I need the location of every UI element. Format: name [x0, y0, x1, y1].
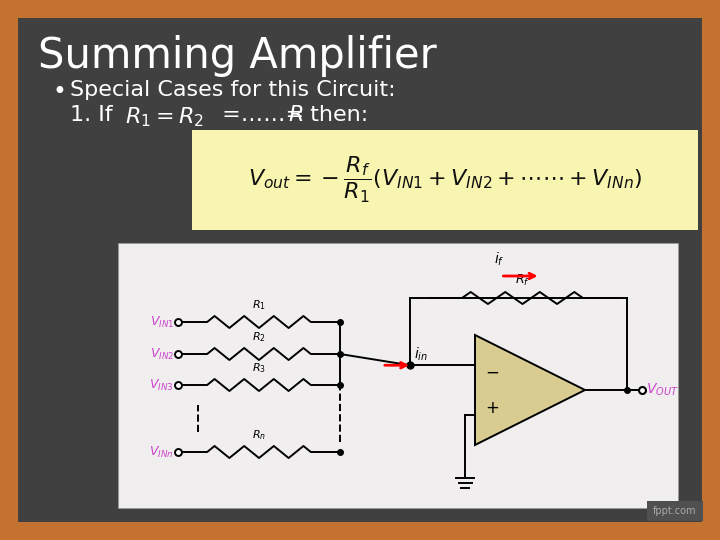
Text: •: •: [52, 80, 66, 104]
Text: $V_{IN3}$: $V_{IN3}$: [150, 377, 174, 393]
Text: $V_{out} = -\dfrac{R_f}{R_1}\left(V_{IN1} + V_{IN2} + \cdots\cdots+ V_{INn}\righ: $V_{out} = -\dfrac{R_f}{R_1}\left(V_{IN1…: [248, 155, 642, 205]
Text: =……=: =……=: [215, 105, 311, 125]
Text: $V_{IN1}$: $V_{IN1}$: [150, 314, 174, 329]
Text: $R$: $R$: [288, 105, 303, 125]
FancyBboxPatch shape: [647, 501, 703, 521]
Text: $R_3$: $R_3$: [252, 361, 266, 375]
Text: $V_{INn}$: $V_{INn}$: [149, 444, 174, 460]
Text: then:: then:: [303, 105, 368, 125]
Text: $-$: $-$: [485, 363, 499, 381]
FancyBboxPatch shape: [18, 18, 702, 522]
Text: $R_2$: $R_2$: [252, 330, 266, 344]
Text: $V_{IN2}$: $V_{IN2}$: [150, 347, 174, 362]
Text: $i_f$: $i_f$: [495, 251, 505, 268]
Text: $V_{OUT}$: $V_{OUT}$: [646, 382, 679, 398]
Text: $R_1$: $R_1$: [252, 298, 266, 312]
Text: $R_f$: $R_f$: [515, 273, 530, 288]
Text: $i_{in}$: $i_{in}$: [414, 346, 428, 363]
FancyBboxPatch shape: [118, 243, 678, 508]
FancyBboxPatch shape: [192, 130, 698, 230]
Text: 1. If: 1. If: [70, 105, 127, 125]
Text: fppt.com: fppt.com: [653, 506, 697, 516]
Text: Summing Amplifier: Summing Amplifier: [38, 35, 437, 77]
Text: $R_n$: $R_n$: [252, 428, 266, 442]
Text: $R_1 = R_2$: $R_1 = R_2$: [125, 105, 204, 129]
Text: $+$: $+$: [485, 399, 499, 417]
Text: Special Cases for this Circuit:: Special Cases for this Circuit:: [70, 80, 395, 100]
Polygon shape: [475, 335, 585, 445]
